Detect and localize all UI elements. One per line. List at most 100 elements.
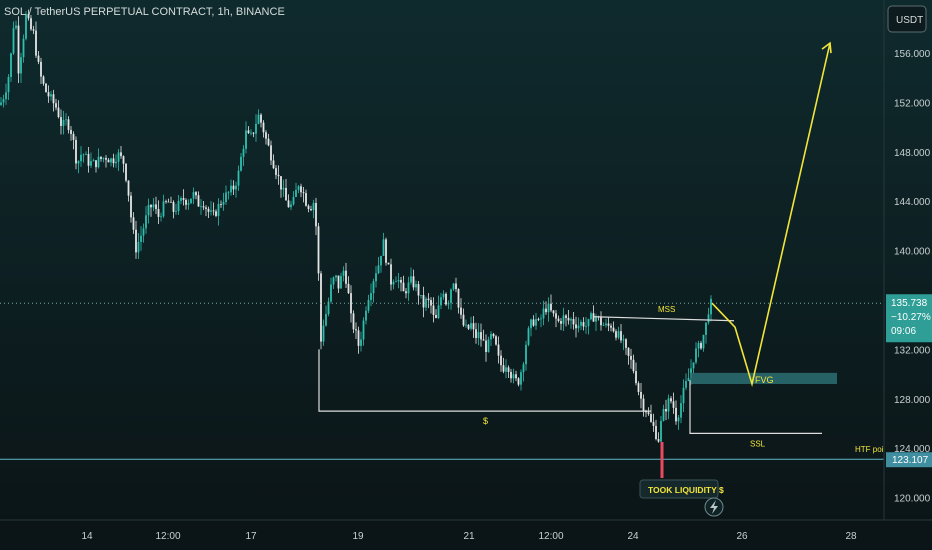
candle-body <box>368 300 370 311</box>
candle-body <box>648 412 650 414</box>
candle-body <box>85 154 87 155</box>
candle-body <box>413 276 415 287</box>
candle-body <box>348 284 350 293</box>
candle-body <box>145 215 147 228</box>
time-tick-label: 12:00 <box>155 531 180 542</box>
candle-body <box>18 26 20 74</box>
candle-body <box>208 209 210 212</box>
candle-body <box>610 326 612 328</box>
candle-body <box>168 202 170 203</box>
candle-body <box>518 378 520 384</box>
candle-body <box>200 206 202 207</box>
candle-body <box>213 210 215 211</box>
took-liquidity-label: TOOK LIQUIDITY $ <box>648 485 724 495</box>
ssl-label: SSL <box>750 439 766 448</box>
candle-body <box>643 399 645 412</box>
candle-body <box>495 336 497 344</box>
candle-body <box>340 276 342 289</box>
candle-body <box>505 367 507 371</box>
candle-body <box>443 294 445 297</box>
candle-body <box>225 193 227 202</box>
candle-body <box>353 313 355 329</box>
candle-body <box>498 345 500 356</box>
candle-body <box>623 339 625 340</box>
currency-button[interactable]: USDT <box>888 6 926 32</box>
candle-body <box>615 331 617 337</box>
candle-body <box>605 324 607 326</box>
candle-body <box>183 198 185 200</box>
candle-body <box>405 291 407 293</box>
candle-body <box>523 364 525 372</box>
candle-body <box>658 439 660 442</box>
candle-body <box>128 181 130 196</box>
candle-body <box>108 160 110 163</box>
candle-body <box>255 124 257 134</box>
candle-body <box>568 318 570 321</box>
candle-body <box>575 324 577 328</box>
candle-body <box>425 299 427 308</box>
candle-body <box>418 284 420 295</box>
candle-body <box>593 313 595 321</box>
candle-body <box>385 239 387 262</box>
chart-title: SOL / TetherUS PERPETUAL CONTRACT, 1h, B… <box>4 6 285 18</box>
candle-body <box>483 339 485 340</box>
candle-body <box>15 26 17 29</box>
candle-body <box>43 77 45 84</box>
candle-body <box>280 176 282 189</box>
candle-body <box>563 315 565 323</box>
candle-body <box>710 299 712 314</box>
candle-body <box>620 331 622 340</box>
candle-body <box>315 203 317 226</box>
candle-body <box>333 277 335 284</box>
candle-body <box>600 317 602 325</box>
candle-body <box>83 155 85 156</box>
candle-body <box>210 210 212 211</box>
candle-body <box>58 108 60 117</box>
candle-body <box>695 348 697 362</box>
fvg-label: FVG <box>755 375 774 385</box>
candle-body <box>573 319 575 324</box>
candle-body <box>305 193 307 206</box>
candle-body <box>668 398 670 411</box>
candle-body <box>155 204 157 209</box>
candle-body <box>100 157 102 159</box>
candle-body <box>240 157 242 171</box>
candle-body <box>290 204 292 207</box>
price-tick-label: 128.000 <box>894 395 931 406</box>
candle-body <box>420 295 422 296</box>
candle-body <box>488 339 490 352</box>
htf-poi-label: HTF poi <box>855 445 884 454</box>
candle-body <box>515 374 517 378</box>
candle-body <box>415 284 417 287</box>
candle-body <box>535 319 537 325</box>
lightning-icon[interactable] <box>705 498 723 516</box>
candle-body <box>5 92 7 99</box>
candle-body <box>578 326 580 329</box>
candle-body <box>218 204 220 216</box>
candle-body <box>195 192 197 195</box>
candle-body <box>433 305 435 314</box>
candle-body <box>270 145 272 160</box>
candle-body <box>68 119 70 130</box>
candle-body <box>230 186 232 193</box>
candle-body <box>435 315 437 318</box>
candle-body <box>313 203 315 210</box>
candle-body <box>490 334 492 340</box>
candle-body <box>675 408 677 421</box>
candle-body <box>430 300 432 305</box>
candle-body <box>493 334 495 336</box>
current-price-tag: 135.738 −10.27% 09:06 <box>886 294 932 342</box>
candle-body <box>20 57 22 73</box>
candle-body <box>380 256 382 265</box>
candle-body <box>558 319 560 321</box>
price-tick-label: 152.000 <box>894 98 931 109</box>
candle-body <box>560 321 562 324</box>
candle-body <box>550 304 552 311</box>
candle-body <box>325 314 327 326</box>
candle-body <box>238 171 240 186</box>
candle-body <box>338 276 340 289</box>
candle-body <box>160 216 162 217</box>
candle-body <box>165 201 167 202</box>
